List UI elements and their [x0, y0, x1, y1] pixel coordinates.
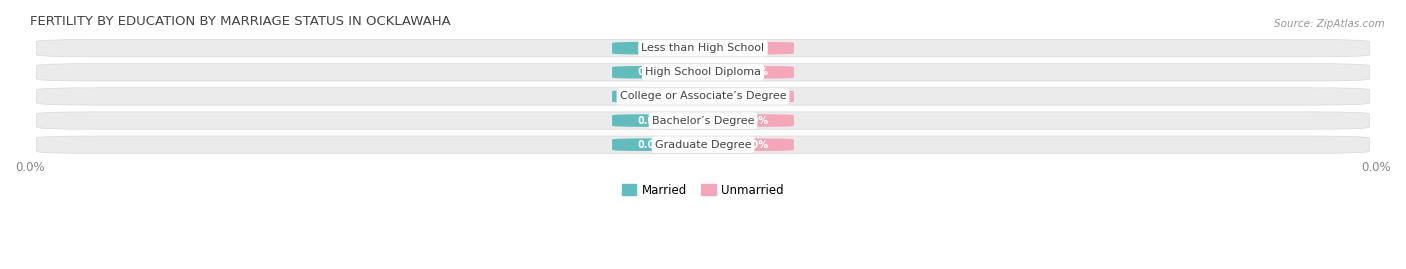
Text: Less than High School: Less than High School: [641, 43, 765, 53]
FancyBboxPatch shape: [612, 90, 689, 103]
Text: College or Associate’s Degree: College or Associate’s Degree: [620, 91, 786, 101]
FancyBboxPatch shape: [37, 88, 1369, 105]
Text: Graduate Degree: Graduate Degree: [655, 140, 751, 150]
FancyBboxPatch shape: [717, 66, 794, 79]
Text: High School Diploma: High School Diploma: [645, 67, 761, 77]
FancyBboxPatch shape: [37, 64, 1369, 81]
Text: Bachelor’s Degree: Bachelor’s Degree: [652, 116, 754, 126]
Text: FERTILITY BY EDUCATION BY MARRIAGE STATUS IN OCKLAWAHA: FERTILITY BY EDUCATION BY MARRIAGE STATU…: [30, 15, 450, 28]
Text: 0.0%: 0.0%: [742, 91, 769, 101]
Text: Source: ZipAtlas.com: Source: ZipAtlas.com: [1274, 19, 1385, 29]
FancyBboxPatch shape: [37, 136, 1369, 153]
Text: 0.0%: 0.0%: [637, 43, 664, 53]
Text: 0.0%: 0.0%: [637, 116, 664, 126]
FancyBboxPatch shape: [717, 90, 794, 103]
Text: 0.0%: 0.0%: [742, 43, 769, 53]
Text: 0.0%: 0.0%: [637, 67, 664, 77]
FancyBboxPatch shape: [37, 40, 1369, 57]
Legend: Married, Unmarried: Married, Unmarried: [617, 179, 789, 201]
Text: 0.0%: 0.0%: [637, 91, 664, 101]
FancyBboxPatch shape: [717, 42, 794, 54]
Text: 0.0%: 0.0%: [742, 67, 769, 77]
FancyBboxPatch shape: [612, 66, 689, 79]
FancyBboxPatch shape: [612, 139, 689, 151]
Text: 0.0%: 0.0%: [637, 140, 664, 150]
FancyBboxPatch shape: [612, 42, 689, 54]
FancyBboxPatch shape: [37, 112, 1369, 129]
FancyBboxPatch shape: [717, 114, 794, 127]
FancyBboxPatch shape: [717, 139, 794, 151]
FancyBboxPatch shape: [612, 114, 689, 127]
Text: 0.0%: 0.0%: [742, 140, 769, 150]
Text: 0.0%: 0.0%: [742, 116, 769, 126]
